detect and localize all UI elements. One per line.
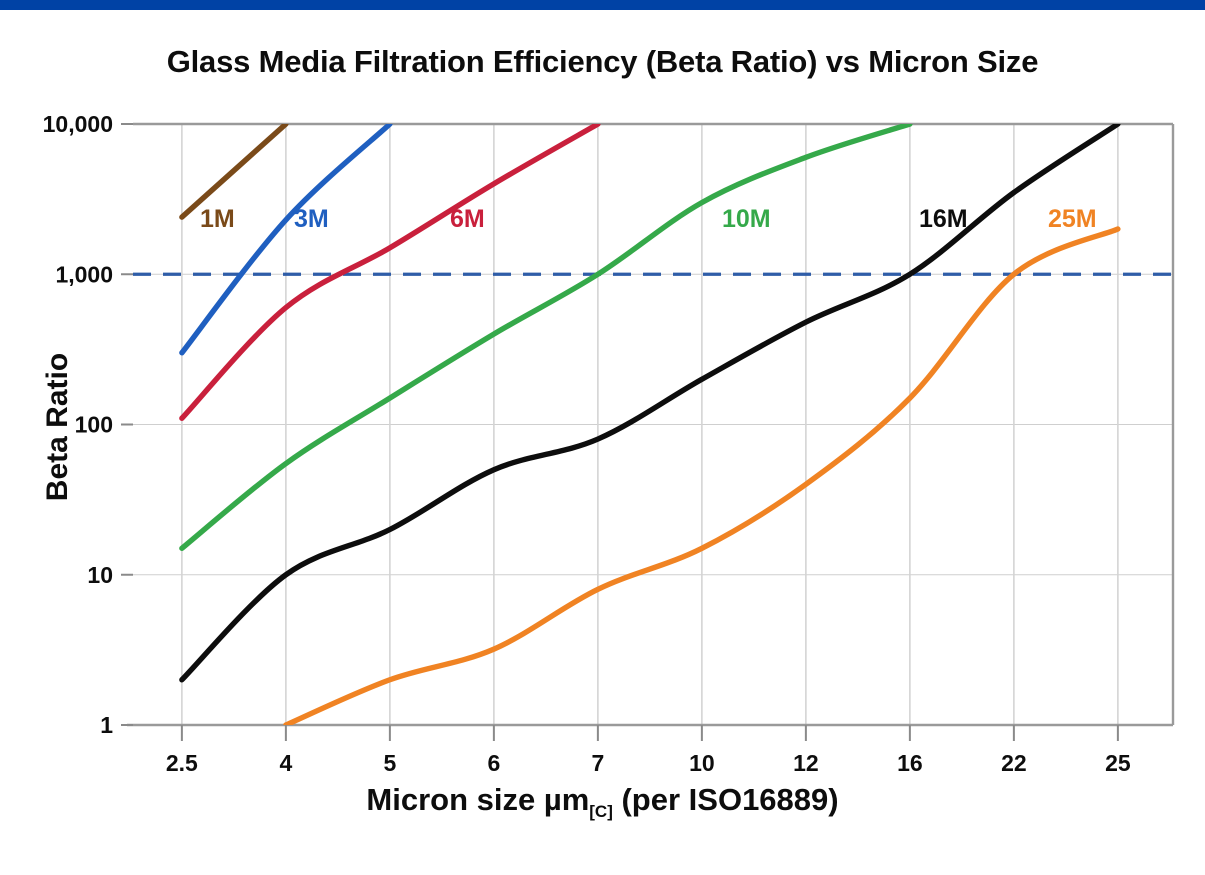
y-tick-label: 10,000 <box>43 111 113 137</box>
series-label-3m: 3M <box>294 205 329 233</box>
series-label-1m: 1M <box>200 205 235 233</box>
x-axis-title-tail: (per ISO16889) <box>612 782 839 817</box>
series-line-16m <box>179 124 1121 683</box>
y-axis-title: Beta Ratio <box>41 352 74 502</box>
y-tick-label: 1,000 <box>55 261 113 287</box>
x-axis-title-main: Micron size µm <box>366 782 590 817</box>
series-label-10m: 10M <box>722 205 771 233</box>
y-tick-label: 100 <box>75 412 113 438</box>
y-tick-label: 10 <box>87 562 113 588</box>
series-label-6m: 6M <box>450 205 485 233</box>
x-tick-label: 4 <box>279 750 292 776</box>
x-tick-label: 16 <box>897 750 923 776</box>
page-title: Glass Media Filtration Efficiency (Beta … <box>166 44 1039 79</box>
x-tick-label: 6 <box>487 750 500 776</box>
x-tick-label: 25 <box>1105 750 1131 776</box>
x-tick-label: 7 <box>591 750 604 776</box>
x-tick-label: 5 <box>383 750 396 776</box>
series-label-16m: 16M <box>919 205 968 233</box>
x-tick-label: 10 <box>689 750 715 776</box>
series-label-25m: 25M <box>1048 205 1097 233</box>
y-tick-label: 1 <box>100 712 113 738</box>
x-axis-title: Micron size µm[C] (per ISO16889) <box>0 782 1205 821</box>
x-tick-label: 22 <box>1001 750 1027 776</box>
x-axis-title-sub: [C] <box>589 802 613 821</box>
x-tick-label: 2.5 <box>166 750 198 776</box>
top-accent-bar <box>0 0 1205 10</box>
series-line-1m <box>179 124 289 220</box>
series-line-6m <box>179 124 601 421</box>
series-line-25m <box>283 226 1121 725</box>
x-tick-label: 12 <box>793 750 819 776</box>
series-line-10m <box>179 124 913 551</box>
series-line-3m <box>179 124 393 356</box>
